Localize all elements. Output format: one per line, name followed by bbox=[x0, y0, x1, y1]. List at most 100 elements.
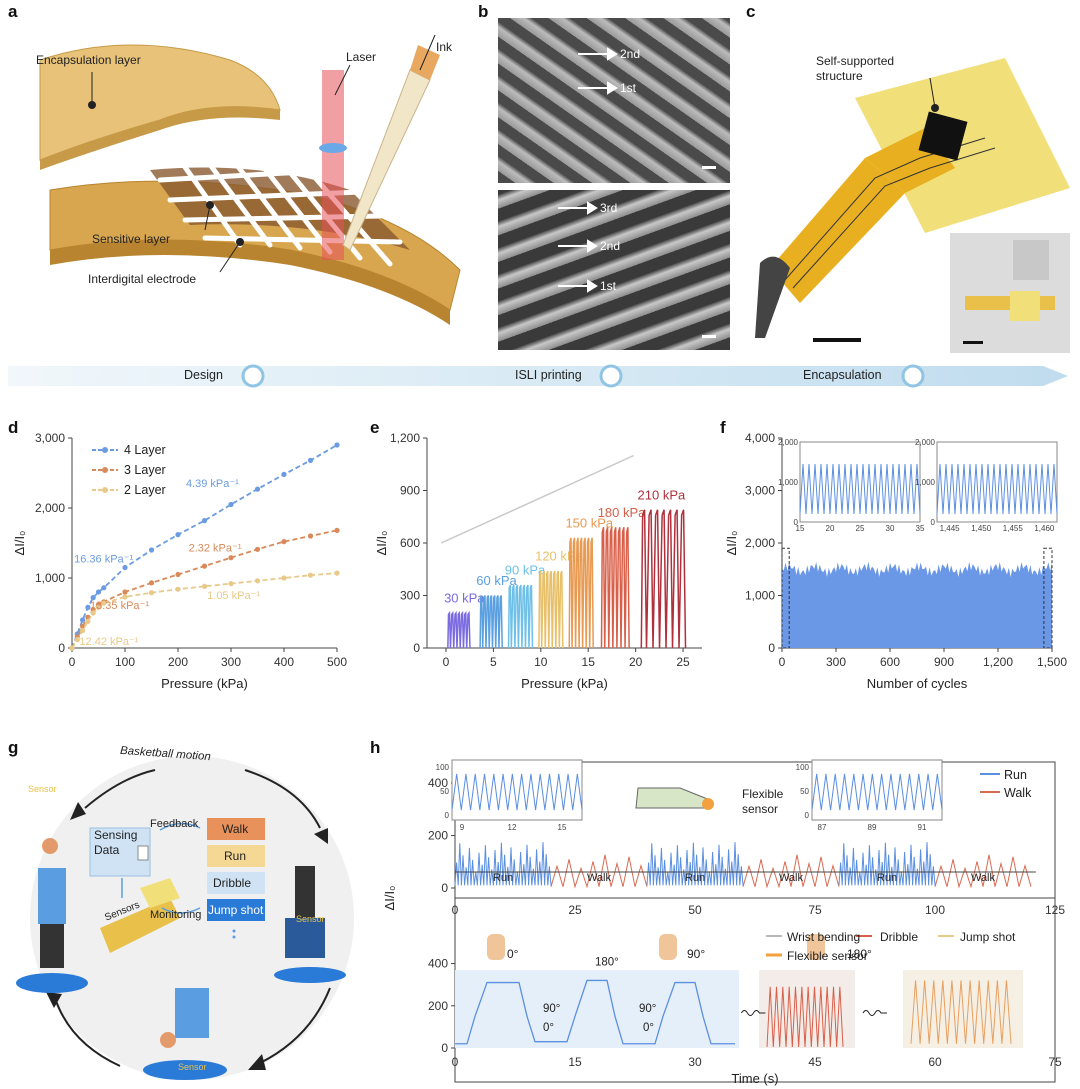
f-x-tick-label: 300 bbox=[826, 655, 846, 669]
e-x-tick-label: 25 bbox=[676, 655, 690, 669]
e-y-tick-label: 600 bbox=[400, 536, 420, 550]
action-label-run: Run bbox=[224, 849, 247, 863]
e-series-5-pulses bbox=[600, 527, 630, 649]
panel-label-g: g bbox=[8, 738, 19, 757]
sem-image-three-layers bbox=[498, 190, 730, 350]
e-series-0-pulses bbox=[447, 610, 471, 649]
h-inset-0-x-tick-label: 9 bbox=[460, 823, 465, 832]
panel-label-c: c bbox=[746, 2, 756, 21]
legend-walk-label: Walk bbox=[1004, 786, 1032, 800]
f-inset-1-y-tick-label: 0 bbox=[931, 518, 936, 527]
label-interdigital-electrode: Interdigital electrode bbox=[88, 272, 197, 286]
panel-label-b: b bbox=[478, 2, 489, 21]
f-inset-0-y-tick-label: 2,000 bbox=[778, 438, 799, 447]
process-timeline bbox=[8, 364, 1068, 388]
basketball-icon bbox=[42, 838, 58, 854]
h-bottom-y-tick-label: 200 bbox=[428, 999, 448, 1013]
h-segment-4-signal bbox=[838, 842, 936, 886]
panel-label-a: a bbox=[8, 2, 18, 21]
timeline-node-printing bbox=[599, 364, 623, 388]
d-annotation-1: 2.32 kPa⁻¹ bbox=[189, 542, 242, 554]
d-series-1-point bbox=[307, 533, 314, 539]
h-inset-1-x-tick-label: 89 bbox=[868, 823, 877, 832]
h-inset-0-y-tick-label: 100 bbox=[436, 763, 450, 772]
d-series-2-point bbox=[281, 575, 287, 581]
e-x-tick-label: 10 bbox=[534, 655, 548, 669]
d-annotation-3: 16.36 kPa⁻¹ bbox=[74, 554, 133, 566]
f-inset-0-x-tick-label: 20 bbox=[826, 524, 835, 533]
basketball-motion-schematic bbox=[16, 756, 354, 1080]
sem-arrows bbox=[558, 47, 618, 293]
scale-bar bbox=[702, 335, 716, 338]
e-x-label: Pressure (kPa) bbox=[521, 676, 608, 691]
label-sensing-data: Sensing Data bbox=[94, 828, 138, 857]
f-x-label: Number of cycles bbox=[867, 676, 968, 691]
player-jump-shot bbox=[38, 868, 66, 924]
d-series-1-point bbox=[148, 580, 155, 586]
h-segment-0-signal bbox=[454, 842, 552, 886]
f-inset-0-x-tick-label: 35 bbox=[916, 524, 925, 533]
h-trace-angle-1: 90° bbox=[543, 1003, 560, 1015]
sensor-chip bbox=[100, 898, 180, 953]
e-reference-line bbox=[440, 454, 635, 544]
h-bottom-x-tick-label: 0 bbox=[452, 1055, 459, 1069]
e-x-tick-label: 5 bbox=[490, 655, 497, 669]
panel-label-e: e bbox=[370, 418, 380, 437]
d-x-tick-label: 100 bbox=[115, 655, 135, 669]
h-x-label: Time (s) bbox=[731, 1071, 778, 1086]
d-series-1-point bbox=[201, 563, 208, 569]
h-jump-trace bbox=[910, 980, 1012, 1044]
h-mid-x-tick-label: 0 bbox=[452, 903, 459, 917]
e-series-1-pulses bbox=[479, 595, 503, 649]
timeline-node-encapsulation bbox=[901, 364, 925, 388]
d-legend-marker-2 bbox=[102, 487, 108, 493]
label-flexible-sensor: Flexible sensor bbox=[742, 787, 784, 816]
e-x-tick-label: 0 bbox=[443, 655, 450, 669]
d-x-tick-label: 0 bbox=[69, 655, 76, 669]
d-series-0-point bbox=[80, 617, 86, 623]
h-trace-angle-3: 90° bbox=[639, 1003, 656, 1015]
d-legend-label-2: 2 Layer bbox=[124, 483, 166, 497]
chart-h-motion-signals: 0 200 400 ΔI/I₀ 0 25 50 75 100 125 Run Walk Run Walk R… bbox=[382, 759, 1065, 1086]
d-series-0-point bbox=[334, 442, 340, 448]
d-x-tick-label: 200 bbox=[168, 655, 188, 669]
h-bottom-y-tick-label: 0 bbox=[441, 1041, 448, 1055]
panel-label-d: d bbox=[8, 418, 19, 437]
f-y-label: ΔI/I₀ bbox=[724, 531, 739, 556]
f-inset-1-x-tick-label: 1,450 bbox=[971, 524, 992, 533]
h-bottom-x-tick-label: 75 bbox=[1048, 1055, 1062, 1069]
e-y-tick-label: 900 bbox=[400, 484, 420, 498]
f-highlight-start bbox=[781, 547, 790, 649]
d-series-1-point bbox=[334, 527, 340, 533]
h-segment-4-label: Run bbox=[877, 872, 897, 884]
h-arrow-1 bbox=[740, 1010, 766, 1016]
d-series-0-point bbox=[201, 518, 208, 524]
label-encapsulation-layer: Encapsulation layer bbox=[36, 53, 141, 67]
player-running bbox=[295, 866, 315, 918]
h-mid-x-tick-label: 50 bbox=[688, 903, 702, 917]
d-series-2-point bbox=[254, 578, 261, 584]
h-trace-angle-0: 0° bbox=[543, 1022, 554, 1034]
label-sensor-player-3: Sensor bbox=[178, 1062, 207, 1072]
d-series-0-point bbox=[307, 457, 314, 463]
h-wrist-trace bbox=[455, 979, 735, 1045]
e-series-4-label: 150 kPa bbox=[565, 515, 613, 530]
h-inset-0-line bbox=[451, 773, 583, 811]
h-bottom-x-tick-label: 15 bbox=[568, 1055, 582, 1069]
e-series-2-pulses bbox=[507, 584, 534, 649]
h-segment-3-label: Walk bbox=[779, 872, 804, 884]
chart-e-step-response: 0 5 10 15 20 25 0 300 600 900 1,200 Pressure (kPa) Δ… bbox=[374, 431, 702, 691]
label-laser: Laser bbox=[346, 50, 377, 64]
d-annotation-2: 1.05 kPa⁻¹ bbox=[207, 590, 260, 602]
d-series-1-line bbox=[71, 529, 338, 649]
timeline-step-design: Design bbox=[184, 368, 223, 382]
d-series-1-point bbox=[228, 555, 234, 561]
h-inset-0-y-tick-label: 0 bbox=[445, 811, 450, 820]
d-x-tick-label: 300 bbox=[221, 655, 241, 669]
d-series-0-point bbox=[90, 595, 96, 601]
e-y-tick-label: 300 bbox=[400, 589, 420, 603]
sem-label-1st: 1st bbox=[620, 81, 637, 95]
action-label-walk: Walk bbox=[222, 822, 249, 836]
h-inset-1-y-tick-label: 50 bbox=[800, 787, 809, 796]
f-highlight-end bbox=[1043, 547, 1053, 649]
